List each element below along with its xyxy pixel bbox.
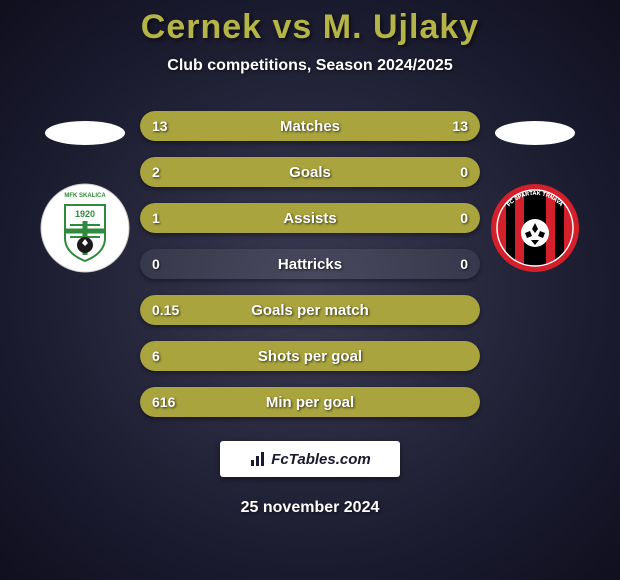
page-title: Cernek vs M. Ujlaky	[141, 8, 479, 47]
stat-row: 1Assists0	[140, 203, 480, 233]
stat-value-right: 0	[460, 249, 468, 279]
stat-value-right: 13	[452, 111, 468, 141]
right-player-column: FC SPARTAK TRNAVA FC SPARTAK TRNAVA	[480, 111, 590, 273]
stat-label: Goals	[140, 157, 480, 187]
stat-row: 0Hattricks0	[140, 249, 480, 279]
stat-row: 13Matches13	[140, 111, 480, 141]
stat-value-right: 0	[460, 203, 468, 233]
stat-label: Goals per match	[140, 295, 480, 325]
left-player-silhouette	[45, 121, 125, 145]
right-player-silhouette	[495, 121, 575, 145]
right-team-badge: FC SPARTAK TRNAVA FC SPARTAK TRNAVA	[490, 183, 580, 273]
stat-label: Hattricks	[140, 249, 480, 279]
stat-label: Matches	[140, 111, 480, 141]
stat-value-right: 0	[460, 157, 468, 187]
date-label: 25 november 2024	[241, 499, 380, 517]
stats-column: 13Matches132Goals01Assists00Hattricks00.…	[140, 111, 480, 417]
stat-row: 616Min per goal	[140, 387, 480, 417]
chart-icon	[249, 450, 267, 468]
comparison-card: Cernek vs M. Ujlaky Club competitions, S…	[0, 0, 620, 580]
stat-row: 6Shots per goal	[140, 341, 480, 371]
left-team-badge: MFK SKALICA 1920	[40, 183, 130, 273]
stat-row: 0.15Goals per match	[140, 295, 480, 325]
left-player-column: MFK SKALICA 1920	[30, 111, 140, 273]
stat-label: Assists	[140, 203, 480, 233]
stat-row: 2Goals0	[140, 157, 480, 187]
subtitle: Club competitions, Season 2024/2025	[167, 57, 452, 75]
stat-label: Shots per goal	[140, 341, 480, 371]
main-row: MFK SKALICA 1920 13Matches13 2Goals0 1Assi…	[0, 111, 620, 417]
svg-text:1920: 1920	[75, 209, 95, 219]
svg-text:MFK SKALICA: MFK SKALICA	[64, 193, 106, 199]
brand-logo[interactable]: FcTables.com	[220, 441, 400, 477]
brand-text: FcTables.com	[271, 451, 370, 468]
stat-label: Min per goal	[140, 387, 480, 417]
